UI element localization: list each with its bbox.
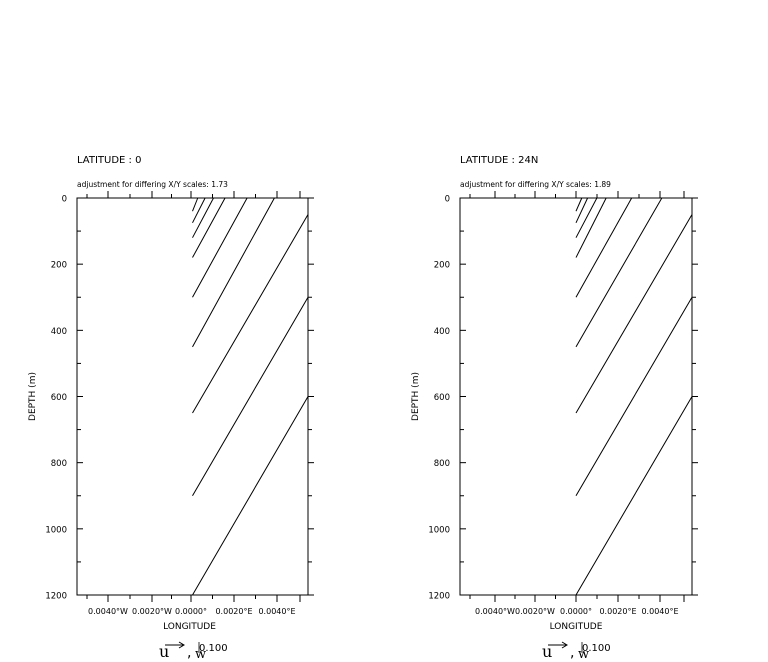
y-tick-label: 1200	[428, 592, 450, 602]
x-tick-label: 0.0020°W	[132, 607, 172, 616]
x-tick-label: 0.0020°W	[515, 607, 555, 616]
vector-mark	[192, 197, 199, 212]
x-axis-label: LONGITUDE	[550, 622, 603, 632]
x-tick-label: 0.0000°	[175, 607, 207, 616]
y-tick-label: 1000	[428, 525, 450, 535]
x-tick-label: 0.0020°E	[599, 607, 636, 616]
chart-title: LATITUDE : 24N	[460, 155, 538, 166]
x-tick-label: 0.0040°E	[641, 607, 678, 616]
legend-arrow-head	[178, 641, 185, 649]
vector-mark	[575, 214, 693, 414]
vector-mark	[192, 197, 214, 238]
x-axis-label: LONGITUDE	[163, 622, 216, 632]
y-axis-label: DEPTH (m)	[411, 372, 421, 421]
legend-u-label: u	[542, 642, 552, 661]
x-tick-label: 0.0000°	[560, 607, 592, 616]
vector-mark	[575, 396, 693, 596]
vector-mark	[575, 197, 633, 298]
chart-title: LATITUDE : 0	[77, 155, 141, 166]
y-tick-label: 1200	[45, 592, 67, 602]
legend-scale-value: 0.100	[199, 643, 228, 654]
x-tick-label: 0.0040°W	[88, 607, 128, 616]
legend-arrow-head	[561, 641, 568, 649]
y-tick-label: 1000	[45, 525, 67, 535]
chart-subtitle: adjustment for differing X/Y scales: 1.8…	[460, 180, 611, 189]
chart-panel-2: LATITUDE : 24N adjustment for differing X…	[411, 155, 698, 662]
y-tick-label: 800	[434, 459, 450, 469]
vector-mark	[192, 197, 275, 348]
legend-separator: ,	[187, 645, 191, 661]
y-axis-label: DEPTH (m)	[28, 372, 38, 421]
y-tick-label: 800	[51, 459, 67, 469]
legend-scale-value: 0.100	[582, 643, 611, 654]
legend-separator: ,	[570, 645, 574, 661]
y-tick-label: 400	[434, 327, 450, 337]
x-tick-label: 0.0020°E	[215, 607, 252, 616]
x-tick-label: 0.0040°W	[475, 607, 515, 616]
vector-mark	[192, 197, 248, 298]
vector-mark	[192, 296, 309, 497]
vector-mark	[575, 197, 583, 212]
y-tick-label: 400	[51, 327, 67, 337]
x-tick-label: 0.0040°E	[258, 607, 295, 616]
vector-mark	[575, 197, 589, 224]
legend-w-label: w	[195, 647, 206, 662]
y-tick-label: 200	[51, 261, 67, 271]
legend-w-label: w	[578, 647, 589, 662]
vector-mark	[575, 197, 663, 348]
vector-mark	[575, 197, 598, 238]
legend-u-label: u	[159, 642, 169, 661]
vector-mark	[575, 296, 693, 497]
y-tick-label: 0	[62, 195, 67, 205]
y-tick-label: 0	[445, 195, 450, 205]
chart-panel-1: LATITUDE : 0 adjustment for differing X/Y…	[28, 155, 314, 662]
vector-mark	[575, 197, 607, 258]
vector-mark	[192, 197, 206, 224]
vector-mark	[192, 396, 309, 596]
y-tick-label: 600	[434, 393, 450, 403]
vector-mark	[192, 214, 309, 414]
vector-mark	[192, 197, 226, 258]
chart-subtitle: adjustment for differing X/Y scales: 1.7…	[77, 180, 228, 189]
y-tick-label: 200	[434, 261, 450, 271]
y-tick-label: 600	[51, 393, 67, 403]
